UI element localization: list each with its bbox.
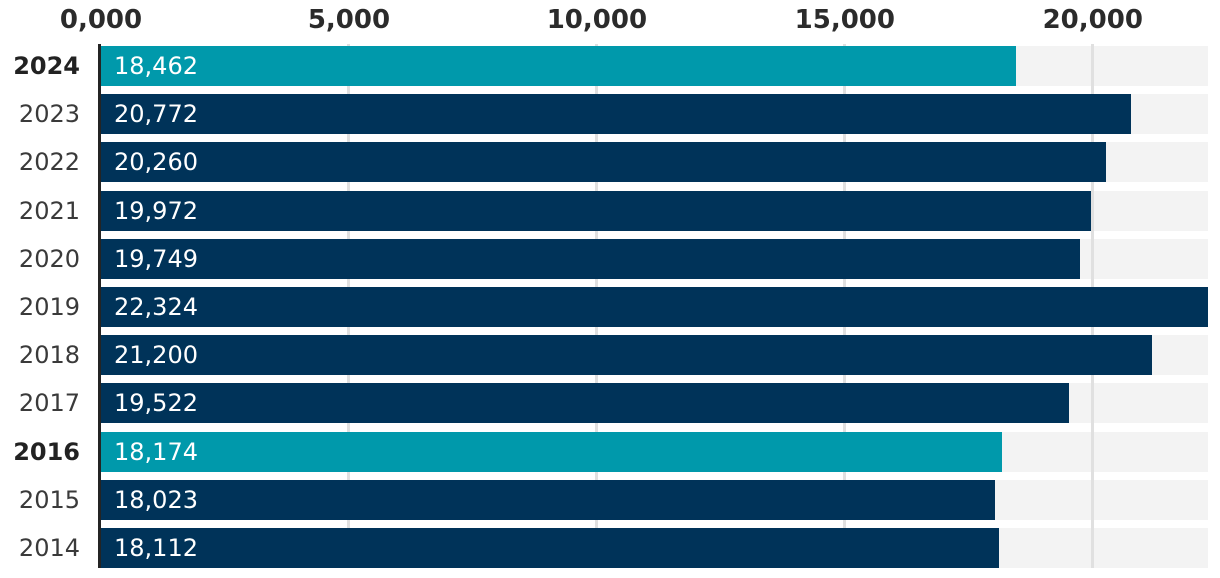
bar-track: 20,772 [101, 94, 1208, 135]
value-label: 18,462 [114, 52, 198, 80]
x-tick-label: 10,000 [546, 5, 648, 35]
category-label: 2022 [18, 148, 80, 177]
chart-row: 2016 18,174 [0, 430, 1220, 478]
chart-row: 2015 18,023 [0, 478, 1220, 526]
value-label: 22,324 [114, 292, 198, 321]
x-tick-label: 20,000 [1042, 5, 1143, 35]
category-label: 2016 [13, 437, 80, 466]
bar: 18,174 [101, 431, 1003, 472]
chart-row: 2017 19,522 [0, 381, 1220, 429]
bar: 19,749 [101, 238, 1081, 279]
bar-track: 22,324 [101, 286, 1208, 327]
bar: 22,324 [101, 286, 1208, 327]
x-axis: 0,000 5,000 10,000 15,000 20,000 [60, 0, 1208, 44]
value-label: 18,023 [114, 485, 198, 514]
chart-row: 2023 20,772 [0, 92, 1220, 140]
bar: 18,023 [101, 479, 995, 520]
bar-track: 18,174 [101, 431, 1208, 472]
bar-track: 21,200 [101, 335, 1208, 376]
value-label: 18,112 [114, 533, 198, 562]
category-label: 2014 [18, 533, 80, 562]
bar-track: 18,112 [101, 527, 1208, 568]
chart-rows: 2024 18,462 2023 20,772 2022 20,260 2021 19,972… [0, 44, 1220, 574]
bar-track: 18,023 [101, 479, 1208, 520]
x-tick-label: 15,000 [794, 5, 895, 35]
bar-track: 18,462 [101, 46, 1208, 86]
value-label: 18,174 [114, 437, 198, 466]
chart-row: 2019 22,324 [0, 285, 1220, 333]
bar-track: 19,972 [101, 190, 1208, 231]
value-label: 19,522 [114, 389, 198, 418]
chart-row: 2024 18,462 [0, 44, 1220, 92]
chart-row: 2022 20,260 [0, 140, 1220, 188]
bar-track: 19,749 [101, 238, 1208, 279]
value-label: 19,972 [114, 196, 198, 225]
bar: 18,112 [101, 527, 1000, 568]
x-tick-label: 5,000 [307, 5, 391, 35]
chart-row: 2014 18,112 [0, 526, 1220, 574]
x-tick-label: 0,000 [59, 5, 143, 35]
bar: 20,260 [101, 142, 1106, 183]
category-label: 2021 [18, 196, 80, 225]
bar-track: 19,522 [101, 383, 1208, 424]
category-label: 2023 [18, 100, 80, 129]
category-label: 2020 [18, 244, 80, 273]
bar-track: 20,260 [101, 142, 1208, 183]
y-axis-line [98, 44, 101, 568]
bar: 20,772 [101, 94, 1132, 135]
bar: 18,462 [101, 46, 1017, 86]
value-label: 19,749 [114, 244, 198, 273]
category-label: 2019 [18, 292, 80, 321]
value-label: 20,260 [114, 148, 198, 177]
value-label: 21,200 [114, 341, 198, 370]
category-label: 2017 [18, 389, 80, 418]
category-label: 2024 [13, 52, 80, 80]
value-label: 20,772 [114, 100, 198, 129]
category-label: 2018 [18, 341, 80, 370]
chart-row: 2021 19,972 [0, 189, 1220, 237]
chart-row: 2020 19,749 [0, 237, 1220, 285]
category-label: 2015 [18, 485, 80, 514]
bar: 19,972 [101, 190, 1092, 231]
bar: 21,200 [101, 335, 1153, 376]
chart-row: 2018 21,200 [0, 333, 1220, 381]
bar: 19,522 [101, 383, 1070, 424]
